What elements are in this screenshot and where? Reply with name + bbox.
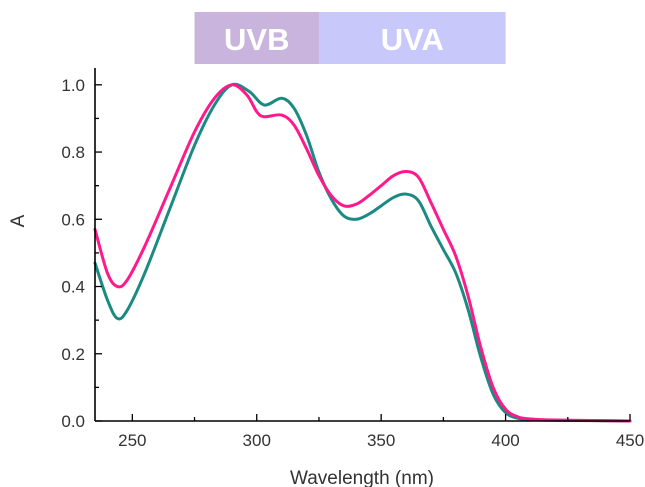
axes	[94, 68, 630, 422]
series-line-1	[93, 82, 632, 423]
y-tick-label: 0.0	[61, 412, 85, 431]
band-label-uvb: UVB	[224, 22, 289, 57]
y-tick-label: 0.6	[61, 210, 85, 229]
band-uvb	[194, 12, 319, 64]
series-line-2	[93, 83, 632, 423]
x-tick-label: 250	[118, 431, 146, 450]
y-tick-label: 0.2	[61, 345, 85, 364]
x-axis-title: Wavelength (nm)	[290, 468, 434, 487]
x-tick-label: 300	[243, 431, 271, 450]
y-axis-title: A	[8, 214, 29, 227]
series-layer	[93, 82, 632, 423]
y-tick-label: 0.4	[61, 278, 85, 297]
y-tick-label: 1.0	[61, 76, 85, 95]
x-tick-label: 400	[491, 431, 519, 450]
x-tick-label: 450	[616, 431, 644, 450]
band-label-uva: UVA	[381, 22, 444, 57]
band-uva	[318, 12, 506, 64]
ticks: 250 300 350 400 450 0.0 0.2 0.4 0.6 0.8 1.0	[61, 76, 644, 450]
y-tick-label: 0.8	[61, 143, 85, 162]
x-tick-label: 350	[367, 431, 395, 450]
spectral-bands: UVB UVA	[194, 12, 506, 64]
